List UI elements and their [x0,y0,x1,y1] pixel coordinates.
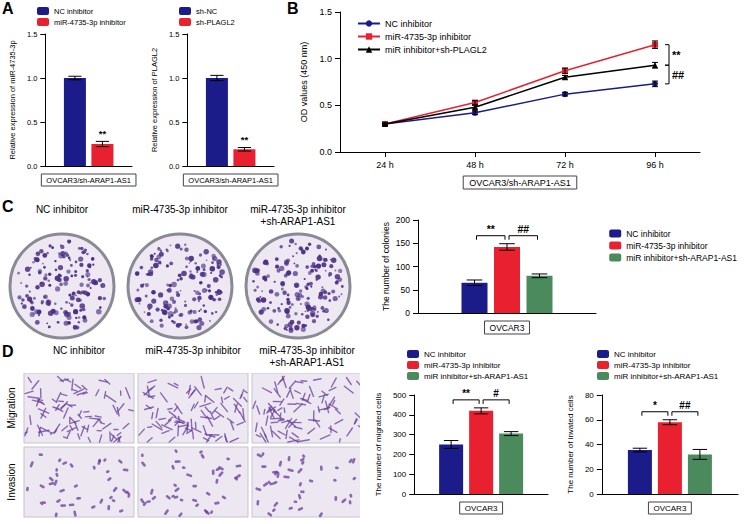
svg-text:NC inhibitor: NC inhibitor [614,350,656,359]
svg-text:**: ** [487,223,496,235]
svg-text:48 h: 48 h [466,160,484,170]
svg-text:##: ## [672,69,684,81]
svg-text:Relative expression of PLAGL2: Relative expression of PLAGL2 [150,48,159,152]
svg-text:miR inhibitor+sh-ARAP1-AS1: miR inhibitor+sh-ARAP1-AS1 [614,372,719,381]
svg-text:0.5: 0.5 [169,118,179,127]
svg-text:0.5: 0.5 [319,100,332,110]
svg-text:Invasion: Invasion [6,463,17,500]
svg-text:200: 200 [393,450,407,459]
svg-text:400: 400 [393,410,407,419]
svg-text:##: ## [679,400,691,411]
svg-text:1.5: 1.5 [169,30,179,39]
svg-text:72 h: 72 h [556,160,574,170]
html-text:miR-4735-3p inhibitor +sh-ARAP: miR-4735-3p inhibitor +sh-ARAP1-AS1 [259,345,355,368]
svg-text:The number of migrated cells: The number of migrated cells [374,393,383,497]
svg-text:miR-4735-3p inhibitor: miR-4735-3p inhibitor [385,32,471,42]
svg-text:miR inhibitor+sh-ARAP1-AS1: miR inhibitor+sh-ARAP1-AS1 [626,253,737,263]
svg-text:100: 100 [396,262,410,272]
svg-text:**: ** [99,128,107,139]
svg-text:0.5: 0.5 [27,118,37,127]
svg-text:0.0: 0.0 [27,162,37,171]
svg-text:20: 20 [585,465,594,474]
svg-text:OVCAR3: OVCAR3 [653,504,686,513]
svg-text:sh-PLAGL2: sh-PLAGL2 [196,18,235,27]
svg-text:1.0: 1.0 [169,74,179,83]
svg-text:0: 0 [405,308,410,318]
svg-text:0.0: 0.0 [319,147,332,157]
svg-text:The number of invated cells: The number of invated cells [566,395,575,493]
svg-text:0.0: 0.0 [169,162,179,171]
svg-text:**: ** [241,134,249,145]
svg-text:500: 500 [393,391,407,400]
svg-text:300: 300 [393,430,407,439]
svg-text:OVCAR3/sh-ARAP1-AS1: OVCAR3/sh-ARAP1-AS1 [469,178,571,188]
svg-text:OVCAR3: OVCAR3 [490,323,525,333]
svg-text:OVCAR3/sh-ARAP1-AS1: OVCAR3/sh-ARAP1-AS1 [46,176,131,185]
svg-text:miR-4735-3p inhibitor: miR-4735-3p inhibitor [614,361,691,370]
svg-text:miR inhibitor+sh-PLAGL2: miR inhibitor+sh-PLAGL2 [385,45,487,55]
svg-text:0: 0 [589,490,594,499]
svg-text:**: ** [462,388,470,399]
svg-text:miR inhibitor+sh-ARAP1-AS1: miR inhibitor+sh-ARAP1-AS1 [424,372,529,381]
svg-text:Migration: Migration [6,387,17,428]
svg-text:Relative expression of miR-473: Relative expression of miR-4735-3p [8,40,17,159]
svg-text:1.0: 1.0 [27,74,37,83]
html-text:NC inhibitor: NC inhibitor [52,345,106,356]
html-text:NC inhibitor: NC inhibitor [35,204,89,215]
svg-text:miR-4735-3p inhibitor: miR-4735-3p inhibitor [54,18,126,27]
svg-text:1.5: 1.5 [27,30,37,39]
html-text:miR-4735-3p inhibitor: miR-4735-3p inhibitor [132,204,228,215]
svg-text:**: ** [672,49,681,61]
svg-text:NC inhibitor: NC inhibitor [54,7,94,16]
svg-text:150: 150 [396,238,410,248]
svg-text:#: # [493,388,499,399]
svg-text:1.0: 1.0 [319,54,332,64]
svg-text:OVCAR3: OVCAR3 [465,504,498,513]
svg-text:40: 40 [585,440,594,449]
svg-text:The number of colonies: The number of colonies [381,222,391,311]
svg-text:1.5: 1.5 [319,7,332,17]
svg-text:0: 0 [402,490,407,499]
svg-text:NC inhibitor: NC inhibitor [424,350,466,359]
svg-text:NC inhibitor: NC inhibitor [626,229,671,239]
html-text:B: B [287,0,299,17]
svg-text:miR-4735-3p inhibitor: miR-4735-3p inhibitor [626,241,707,251]
svg-text:96 h: 96 h [646,160,664,170]
svg-text:50: 50 [401,285,411,295]
svg-text:OD values (450 nm): OD values (450 nm) [299,42,309,123]
svg-text:OVCAR3/sh-ARAP1-AS1: OVCAR3/sh-ARAP1-AS1 [188,176,273,185]
svg-text:sh-NC: sh-NC [196,7,218,16]
svg-text:NC inhibitor: NC inhibitor [385,19,432,29]
svg-text:60: 60 [585,415,594,424]
html-text:miR-4735-3p inhibitor: miR-4735-3p inhibitor [145,345,241,356]
html-text:miR-4735-3p inhibitor +sh-ARAP: miR-4735-3p inhibitor +sh-ARAP1-AS1 [250,204,346,227]
svg-text:##: ## [517,223,529,235]
svg-text:24 h: 24 h [376,160,394,170]
svg-text:miR-4735-3p inhibitor: miR-4735-3p inhibitor [424,361,501,370]
svg-text:200: 200 [396,215,410,225]
svg-text:100: 100 [393,470,407,479]
html-text:D: D [2,343,14,360]
svg-text:80: 80 [585,391,594,400]
html-text:A: A [2,0,14,17]
html-text:C: C [2,198,14,215]
svg-text:*: * [653,400,657,411]
